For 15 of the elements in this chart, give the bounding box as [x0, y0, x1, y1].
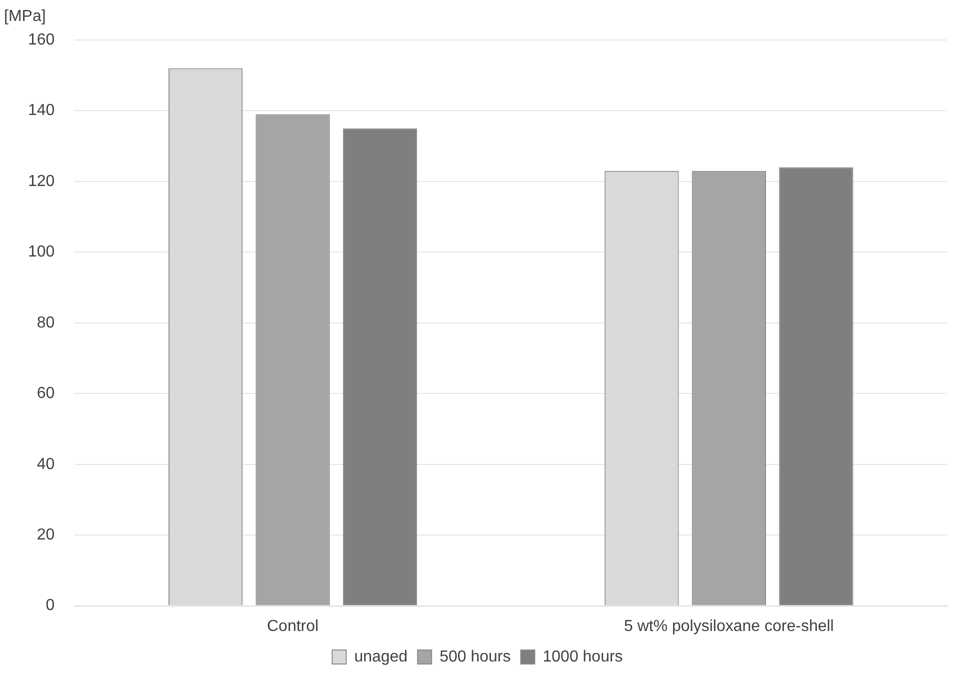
y-tick-label: 40 [36, 456, 55, 473]
y-tick-label: 140 [28, 102, 55, 120]
y-tick-label: 100 [28, 244, 55, 261]
y-tick-label: 0 [46, 597, 55, 614]
x-tick-label: 5 wt% polysiloxane core-shell [624, 618, 834, 635]
legend-label: 1000 hours [542, 648, 623, 666]
legend-label: unaged [354, 648, 408, 666]
y-tick-label: 160 [28, 31, 55, 48]
y-tick-label: 60 [36, 385, 55, 402]
y-tick-label: 120 [28, 172, 55, 190]
y-tick-label: 20 [36, 526, 55, 544]
x-tick-label: Control [266, 618, 319, 635]
y-tick-label: 80 [36, 314, 55, 332]
y-axis-title: [MPa] [4, 8, 46, 26]
legend-label: 500 hours [440, 648, 511, 666]
